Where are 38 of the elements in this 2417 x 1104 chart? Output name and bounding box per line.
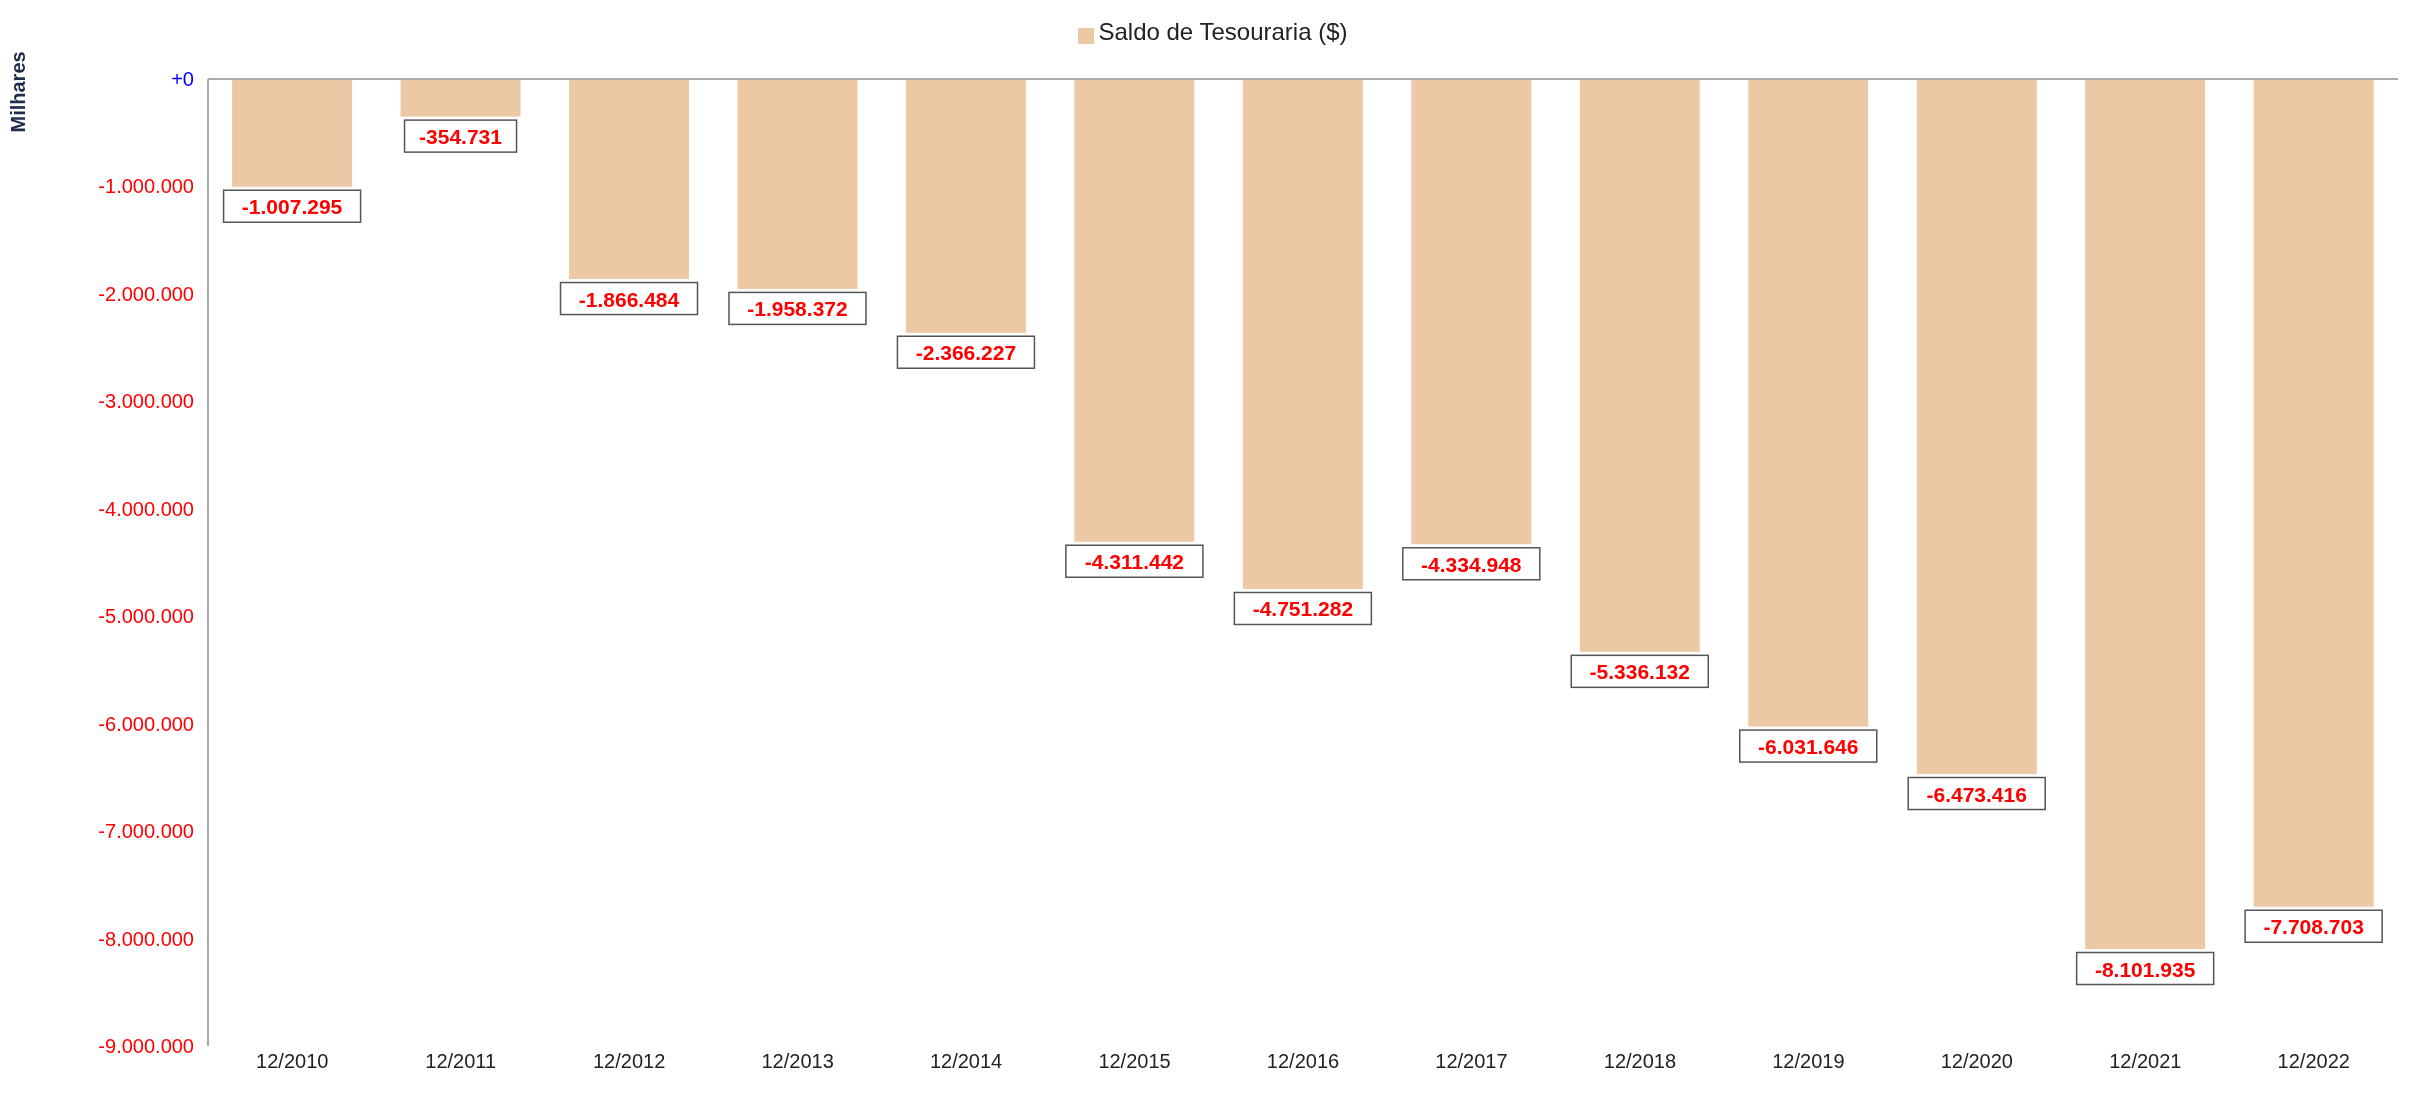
x-tick-label: 12/2020 [1940, 1050, 2013, 1073]
data-label: -1.958.372 [747, 297, 848, 321]
x-tick-label: 12/2011 [425, 1050, 497, 1073]
data-label: -1.866.484 [578, 287, 680, 311]
data-label: -2.366.227 [915, 341, 1017, 365]
x-tick-label: 12/2019 [1772, 1050, 1845, 1073]
y-tick-label: -2.000.000 [98, 282, 194, 305]
x-tick-label: 12/2015 [1098, 1050, 1171, 1073]
x-tick-label: 12/2010 [256, 1050, 329, 1073]
x-tick-label: 12/2021 [2109, 1050, 2182, 1073]
y-tick-label: -9.000.000 [98, 1035, 194, 1057]
x-tick-label: 12/2018 [1603, 1050, 1677, 1073]
data-label: -6.031.646 [1758, 735, 1859, 759]
data-label: -4.334.948 [1421, 552, 1522, 576]
y-tick-label: -4.000.000 [98, 497, 194, 520]
data-label: -354.731 [419, 125, 503, 149]
data-label: -5.336.132 [1589, 660, 1690, 684]
y-tick-label: -7.000.000 [98, 820, 194, 843]
data-label: -4.311.442 [1084, 550, 1185, 574]
y-tick-label: -8.000.000 [98, 927, 194, 950]
y-axis-title: Milhares [7, 51, 30, 133]
data-label: -1.007.295 [241, 195, 343, 219]
data-label: -7.708.703 [2263, 915, 2364, 939]
y-tick-label: -3.000.000 [98, 390, 194, 413]
x-tick-label: 12/2014 [929, 1050, 1003, 1073]
y-tick-label: -1.000.000 [98, 175, 194, 198]
x-tick-label: 12/2013 [761, 1050, 834, 1073]
y-tick-label: +0 [171, 68, 194, 90]
y-tick-label: -6.000.000 [98, 712, 194, 735]
data-label: -4.751.282 [1252, 597, 1354, 621]
x-tick-label: 12/2016 [1266, 1050, 1340, 1073]
data-label: -8.101.935 [2094, 957, 2196, 981]
x-tick-label: 12/2012 [593, 1050, 666, 1073]
legend-label: Saldo de Tesouraria ($) [1098, 18, 1348, 45]
y-tick-label: -5.000.000 [98, 605, 194, 628]
data-label: -6.473.416 [1926, 782, 2027, 806]
x-tick-label: 12/2022 [2277, 1050, 2350, 1073]
x-tick-label: 12/2017 [1435, 1050, 1508, 1073]
